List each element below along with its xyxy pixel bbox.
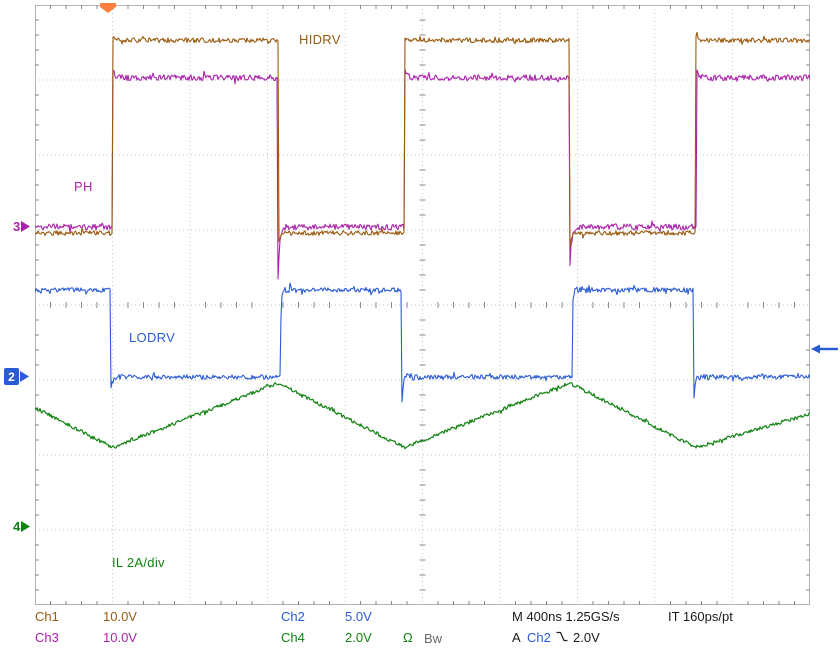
ch3-scale: 10.0V: [103, 630, 137, 645]
lodrv-label: LODRV: [129, 330, 176, 345]
interpolation-readout: IT 160ps/pt: [668, 609, 733, 624]
ch3-marker-label: 3: [13, 219, 21, 234]
right-arrow-icon: [20, 371, 29, 382]
ch3-ground-marker[interactable]: 3: [13, 219, 31, 234]
ch2-marker-label: 2: [4, 368, 19, 385]
falling-edge-icon: [556, 631, 568, 642]
trigger-level: 2.0V: [573, 630, 600, 645]
left-arrow-icon: [811, 344, 820, 354]
ch1-label: Ch1: [35, 609, 59, 624]
ch4-marker-label: 4: [13, 519, 21, 534]
waveform-display: [35, 5, 810, 605]
trigger-level-arrow[interactable]: [811, 341, 838, 359]
ch3-label: Ch3: [35, 630, 59, 645]
ch4-ground-marker[interactable]: 4: [13, 519, 31, 534]
bandwidth-indicator: Bw: [424, 631, 443, 646]
timebase-readout: M 400ns 1.25GS/s: [512, 609, 620, 624]
ch4-scale: 2.0V: [345, 630, 372, 645]
ch2-label: Ch2: [281, 609, 305, 624]
trigger-source: Ch2: [527, 630, 551, 645]
ch1-scale: 10.0V: [103, 609, 137, 624]
coupling-indicator: Ω: [403, 630, 413, 645]
ch2-ground-marker[interactable]: 2: [4, 368, 29, 385]
readout-bar: Ch1 10.0V Ch2 5.0V M 400ns 1.25GS/s IT 1…: [0, 607, 840, 665]
trigger-flag-icon: [100, 3, 116, 13]
trigger-mode: A: [512, 630, 521, 645]
ph-label: PH: [74, 179, 93, 194]
hidrv-label: HIDRV: [299, 32, 341, 47]
il-label: IL 2A/div: [112, 555, 165, 570]
right-arrow-icon: [21, 521, 31, 532]
ch4-label: Ch4: [281, 630, 305, 645]
ch2-scale: 5.0V: [345, 609, 372, 624]
trigger-position-marker[interactable]: [100, 0, 116, 18]
right-arrow-icon: [21, 221, 31, 232]
